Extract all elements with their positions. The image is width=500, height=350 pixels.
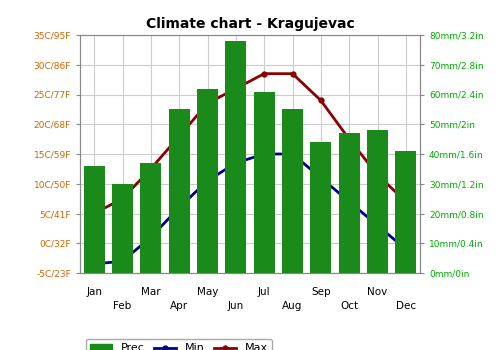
Bar	[225, 41, 246, 273]
Text: Jun: Jun	[228, 301, 244, 311]
Text: Jul: Jul	[258, 287, 270, 297]
Bar	[112, 184, 133, 273]
Text: Dec: Dec	[396, 301, 416, 311]
Bar	[168, 109, 190, 273]
Bar	[140, 163, 162, 273]
Bar	[197, 89, 218, 273]
Bar	[338, 133, 360, 273]
Text: Sep: Sep	[311, 287, 330, 297]
Text: Mar: Mar	[141, 287, 161, 297]
Bar	[282, 109, 303, 273]
Title: Climate chart - Kragujevac: Climate chart - Kragujevac	[146, 17, 354, 31]
Text: Aug: Aug	[282, 301, 302, 311]
Bar	[84, 166, 105, 273]
Bar	[395, 151, 416, 273]
Text: Feb: Feb	[114, 301, 132, 311]
Bar	[367, 130, 388, 273]
Bar	[254, 92, 275, 273]
Text: Apr: Apr	[170, 301, 188, 311]
Bar	[310, 142, 332, 273]
Text: Oct: Oct	[340, 301, 358, 311]
Text: May: May	[197, 287, 218, 297]
Legend: Prec, Min, Max: Prec, Min, Max	[86, 339, 272, 350]
Text: Nov: Nov	[368, 287, 388, 297]
Text: Jan: Jan	[86, 287, 102, 297]
